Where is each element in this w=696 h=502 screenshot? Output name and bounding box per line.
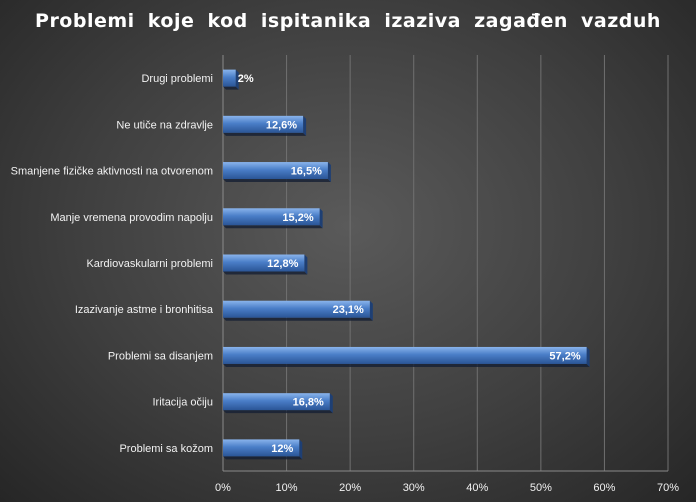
category-label: Ne utiče na zdravlje bbox=[116, 119, 213, 131]
data-label: 23,1% bbox=[333, 304, 364, 316]
bar-side bbox=[586, 346, 590, 367]
bar-shadow bbox=[223, 363, 590, 367]
bar bbox=[223, 254, 305, 272]
category-label: Manje vremena provodim napolju bbox=[50, 212, 213, 224]
bar-shadow bbox=[223, 410, 333, 414]
bar bbox=[223, 300, 370, 318]
bar-shadow bbox=[223, 179, 331, 183]
data-label: 16,8% bbox=[293, 397, 324, 409]
x-tick-label: 0% bbox=[215, 482, 231, 494]
bar bbox=[223, 115, 304, 133]
bar-side bbox=[299, 439, 303, 460]
x-tick-label: 10% bbox=[276, 482, 298, 494]
bar bbox=[223, 439, 300, 457]
bar-side bbox=[235, 69, 239, 90]
category-label: Drugi problemi bbox=[141, 73, 213, 85]
data-label: 15,2% bbox=[282, 212, 313, 224]
bar-shadow bbox=[223, 86, 239, 90]
bar-shadow bbox=[223, 271, 308, 275]
x-tick-label: 70% bbox=[657, 482, 679, 494]
bar-shadow bbox=[223, 317, 373, 321]
data-label: 57,2% bbox=[549, 350, 580, 362]
bar-side bbox=[319, 208, 323, 229]
data-label: 2% bbox=[238, 73, 254, 85]
category-label: Problemi sa disanjem bbox=[108, 350, 213, 362]
bar bbox=[223, 208, 320, 226]
bar bbox=[223, 393, 330, 411]
x-tick-label: 30% bbox=[403, 482, 425, 494]
bar bbox=[223, 69, 236, 87]
category-label: Problemi sa kožom bbox=[119, 443, 213, 455]
data-label: 12,6% bbox=[266, 119, 297, 131]
category-label: Kardiovaskularni problemi bbox=[86, 258, 213, 270]
bar-side bbox=[303, 115, 307, 136]
bar-shadow bbox=[223, 456, 303, 460]
category-label: Iritacija očiju bbox=[152, 397, 213, 409]
bar-side bbox=[304, 254, 308, 275]
bar-side bbox=[329, 393, 333, 414]
bar-side bbox=[327, 162, 331, 183]
bar-side bbox=[369, 300, 373, 321]
data-label: 12,8% bbox=[267, 258, 298, 270]
x-tick-label: 50% bbox=[530, 482, 552, 494]
data-label: 16,5% bbox=[291, 166, 322, 178]
bar bbox=[223, 346, 587, 364]
category-label: Smanjene fizičke aktivnosti na otvorenom bbox=[11, 166, 213, 178]
category-label: Izazivanje astme i bronhitisa bbox=[75, 304, 214, 316]
data-label: 12% bbox=[271, 443, 293, 455]
x-tick-label: 40% bbox=[466, 482, 488, 494]
x-tick-label: 20% bbox=[339, 482, 361, 494]
chart-title: Problemi koje kod ispitanika izaziva zag… bbox=[35, 10, 661, 32]
bar-shadow bbox=[223, 132, 307, 136]
x-tick-label: 60% bbox=[593, 482, 615, 494]
bar bbox=[223, 162, 328, 180]
bar-shadow bbox=[223, 225, 323, 229]
